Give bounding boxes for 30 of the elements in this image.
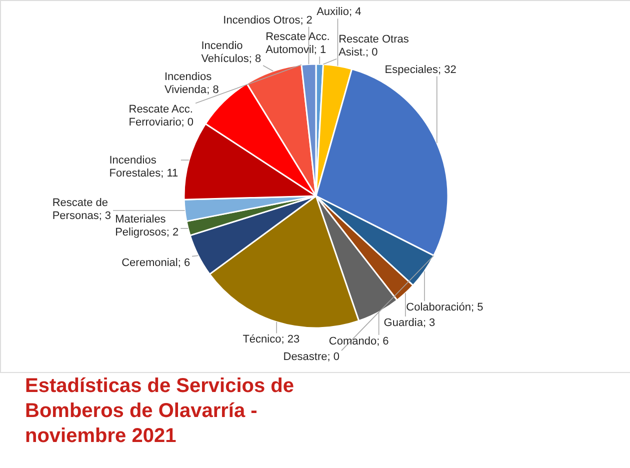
- text: ; 0: [327, 351, 340, 364]
- slice-label: Incendios Forestales: [109, 154, 162, 180]
- slice-label: Comando: [328, 335, 377, 348]
- slice-label: Especiales: [384, 64, 438, 76]
- slice-label: Incendios Otros: [223, 14, 301, 26]
- category-label: Desastre: [283, 351, 328, 364]
- data-label: ; 3: [422, 316, 436, 329]
- slice-label: Materiales Peligrosos: [115, 213, 167, 238]
- text: ; 0: [181, 116, 194, 129]
- data-label: ; 3: [98, 210, 112, 222]
- data-label: ; 2: [166, 226, 179, 238]
- data-label: ; 8: [206, 84, 219, 96]
- data-label: ; 1: [314, 44, 326, 56]
- slice-label: Colaboración: [406, 302, 471, 314]
- data-label: ; 8: [248, 52, 262, 65]
- slice-label: Técnico: [242, 334, 282, 346]
- data-label: ; 11: [160, 167, 178, 180]
- text: Estadísticas de Servicios de Bomberos de Olavarría - noviembre 2021: [25, 375, 294, 447]
- data-label: ; 4: [348, 6, 362, 18]
- data-label: ; 32: [438, 64, 456, 76]
- slice-label: Ceremonial: [122, 256, 178, 269]
- data-label: ; 5: [470, 302, 484, 314]
- slice-label: Guardia: [384, 316, 424, 329]
- data-label: ; 2: [300, 14, 312, 26]
- slice-label: Auxilio: [316, 6, 349, 18]
- data-label: ; 6: [376, 335, 389, 348]
- data-label: ; 23: [281, 334, 300, 346]
- text: ; 0: [365, 46, 378, 58]
- data-label: ; 6: [178, 256, 190, 269]
- slice-label: Incendio Vehículos: [201, 40, 250, 65]
